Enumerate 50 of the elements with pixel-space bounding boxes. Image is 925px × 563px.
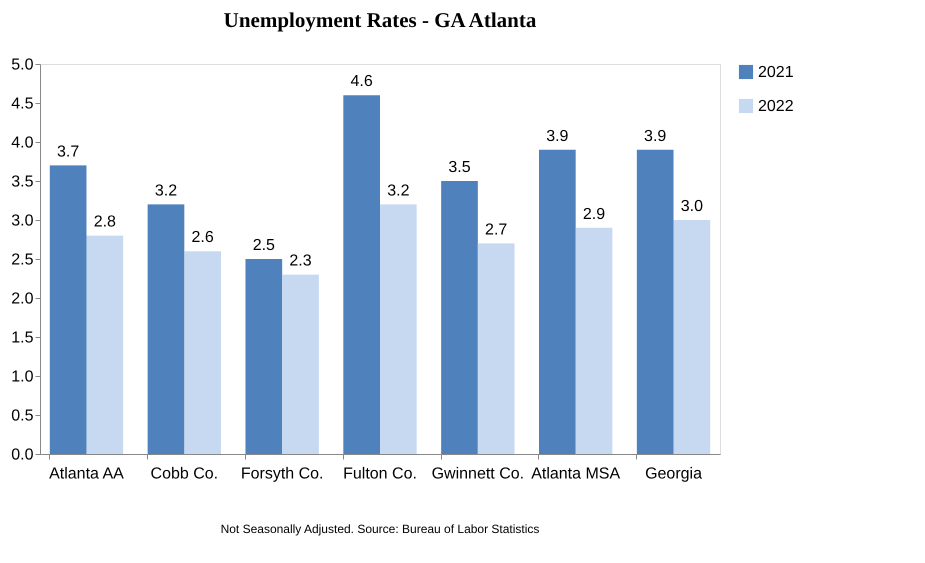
- bar: [441, 181, 478, 454]
- bar: [184, 251, 222, 454]
- x-tick-label: Atlanta MSA: [531, 466, 620, 482]
- data-label: 3.2: [387, 182, 410, 200]
- bar: [538, 150, 576, 454]
- data-label: 3.2: [154, 182, 178, 200]
- data-label: 2.9: [582, 206, 606, 223]
- data-label: 3.9: [546, 128, 569, 145]
- data-label: 2.8: [94, 214, 116, 231]
- bar: [245, 259, 282, 454]
- legend-label: 2022: [758, 98, 794, 115]
- bar: [282, 274, 319, 454]
- y-tick-label: 1.5: [11, 330, 34, 346]
- x-tick-label: Georgia: [645, 466, 702, 482]
- bar: [636, 150, 674, 454]
- y-tick-label: 2.0: [11, 290, 34, 308]
- data-label: 3.0: [680, 198, 704, 215]
- x-tick-label: Gwinnett Co.: [432, 466, 524, 482]
- y-tick-label: 2.5: [11, 252, 34, 268]
- x-tick-label: Forsyth Co.: [240, 466, 324, 482]
- data-label: 2.7: [485, 221, 508, 238]
- data-label: 3.7: [57, 143, 80, 160]
- bar: [576, 228, 612, 454]
- bar: [478, 243, 515, 454]
- bar: [86, 236, 124, 454]
- text: Not Seasonally Adjusted. Source: Bureau of Labor Statistics: [220, 522, 540, 536]
- x-tick-label: Atlanta AA: [49, 466, 124, 482]
- data-label: 2.3: [289, 252, 312, 270]
- data-label: 2.6: [192, 229, 214, 246]
- bar: [343, 95, 380, 454]
- data-label: 2.5: [252, 237, 276, 254]
- y-tick-label: 4.0: [11, 134, 34, 152]
- y-tick-label: 4.5: [11, 96, 34, 112]
- chart-title: Unemployment Rates - GA Atlanta: [224, 8, 537, 32]
- y-tick-label: 0.0: [11, 446, 34, 464]
- y-tick-label: 5.0: [11, 56, 34, 74]
- bar: [674, 220, 710, 454]
- x-tick-label: Fulton Co.: [343, 466, 417, 482]
- legend-label: 2021: [758, 64, 794, 81]
- bar: [50, 165, 86, 454]
- bar: [148, 204, 184, 454]
- bar: [380, 204, 417, 454]
- data-label: 3.9: [644, 128, 666, 145]
- y-tick-label: 0.5: [11, 408, 34, 424]
- y-tick-label: 1.0: [11, 368, 34, 386]
- y-tick-label: 3.5: [11, 174, 34, 190]
- x-tick-label: Cobb Co.: [150, 466, 218, 482]
- y-tick-label: 3.0: [11, 212, 34, 230]
- data-label: 4.6: [350, 73, 373, 90]
- data-label: 3.5: [448, 159, 471, 176]
